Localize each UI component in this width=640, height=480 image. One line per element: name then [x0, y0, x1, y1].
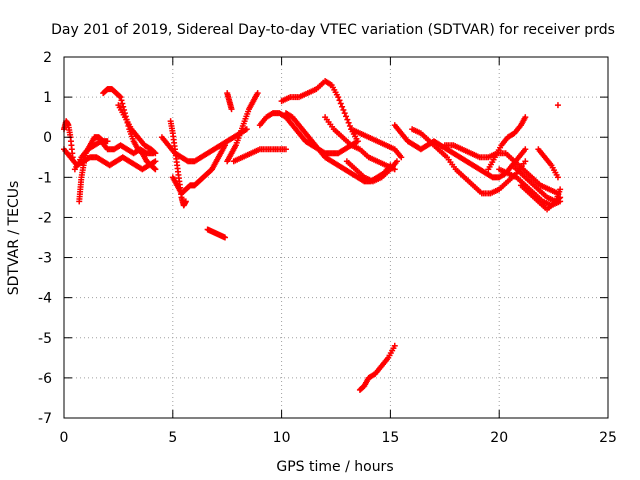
data-point [119, 100, 126, 107]
data-point [152, 150, 159, 157]
data-point [340, 106, 347, 113]
data-point [335, 94, 342, 101]
data-point [341, 110, 348, 117]
y-tick-label: 0 [43, 130, 52, 146]
data-point [104, 138, 111, 145]
y-axis-label: SDTVAR / TECUs [6, 181, 22, 296]
y-tick-label: -3 [38, 251, 52, 267]
axes: 0 5 10 15 20 25 -7 -6 -5 -4 -3 -2 -1 0 1 2 [38, 50, 617, 446]
x-tick-label: 5 [168, 430, 177, 446]
data-point [69, 154, 76, 161]
data-point [354, 138, 361, 145]
data-point [339, 103, 346, 110]
data-point [116, 93, 123, 100]
x-tick-label: 20 [490, 430, 508, 446]
data-point [282, 146, 289, 153]
data-point [337, 100, 344, 107]
data-point [336, 97, 343, 104]
data-point [345, 119, 352, 126]
y-tick-label: -1 [38, 170, 52, 186]
y-tick-label: -6 [38, 371, 52, 387]
chart-title: Day 201 of 2019, Sidereal Day-to-day VTE… [51, 22, 615, 38]
y-tick-label: 2 [43, 50, 52, 66]
data-point [343, 113, 350, 120]
plot-frame [63, 56, 609, 419]
data-point [118, 97, 125, 104]
data-point [120, 103, 127, 110]
data-point [393, 158, 400, 165]
data-point [151, 149, 158, 156]
data-point [522, 146, 529, 153]
data-point [522, 114, 529, 121]
data-point [243, 126, 250, 133]
data-point [254, 90, 261, 97]
data-point [152, 166, 159, 173]
x-tick-label: 15 [381, 430, 399, 446]
data-point [344, 116, 351, 123]
data-point [554, 102, 561, 109]
data-point [117, 94, 124, 101]
y-tick-label: 1 [43, 90, 52, 106]
y-tick-label: -2 [38, 210, 52, 226]
data-point [222, 142, 229, 149]
data-markers [61, 78, 564, 393]
data-point [222, 234, 229, 241]
x-axis-label: GPS time / hours [276, 459, 393, 475]
data-point [228, 106, 235, 113]
data-point [398, 154, 405, 161]
data-point [182, 198, 189, 205]
data-point [346, 122, 353, 129]
data-point [391, 342, 398, 349]
grid [64, 57, 608, 418]
data-point [554, 174, 561, 181]
data-point [151, 165, 158, 172]
x-tick-label: 10 [273, 430, 291, 446]
y-tick-label: -4 [38, 291, 52, 307]
x-tick-label: 25 [599, 430, 617, 446]
y-tick-label: -5 [38, 331, 52, 347]
data-point [557, 186, 564, 193]
data-point [522, 158, 529, 165]
x-tick-label: 0 [60, 430, 69, 446]
y-tick-label: -7 [38, 411, 52, 427]
data-point [152, 158, 159, 165]
